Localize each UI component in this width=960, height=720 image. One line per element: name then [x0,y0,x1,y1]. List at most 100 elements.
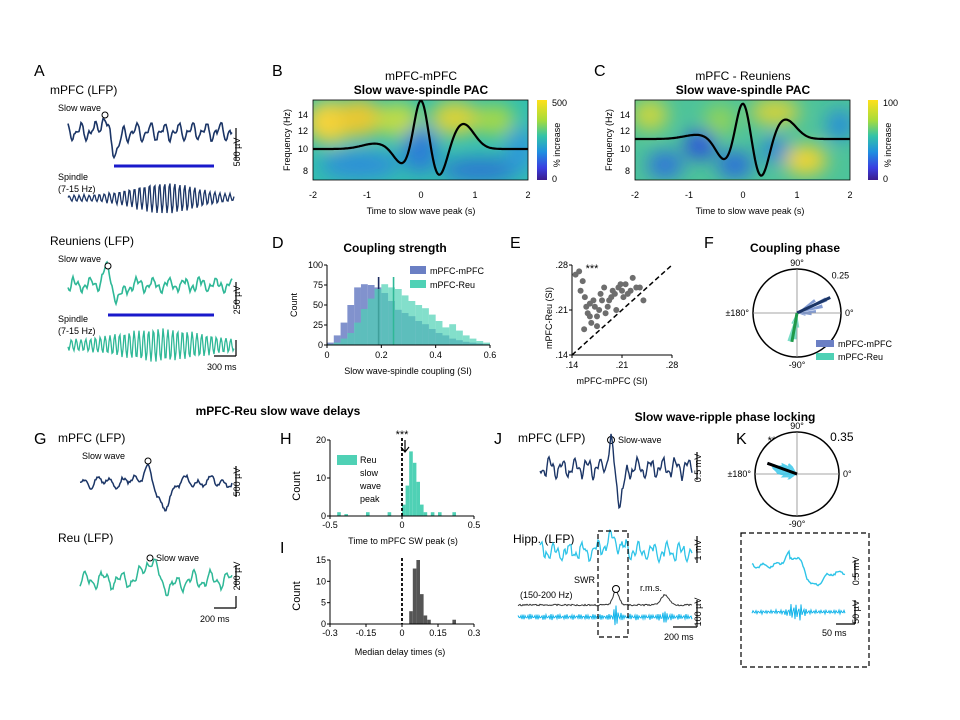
h-ytick-label: 10 [316,473,326,483]
h-legend-swatch [337,455,357,465]
j-ripple-band-trace [517,605,693,626]
k-scale-time: 50 ms [822,628,847,638]
d-bar-reu [462,335,470,345]
panel-letter-h: H [280,431,292,448]
d-legend-swatch-reu [410,280,426,288]
panel-f: F Coupling phase 90° 0° -90° ±180° 0.25 mPFC… [704,235,892,370]
e-point [622,281,629,288]
d-title: Coupling strength [343,241,446,255]
h-legend-line-2: slow [360,468,379,478]
g-reu-title: Reu (LFP) [58,531,113,545]
d-bar-reu [476,341,484,345]
i-xtick-label: -0.3 [322,628,338,638]
d-bar-reu [367,298,375,345]
svg-text:8: 8 [303,166,308,176]
a-reu-slow-wave-trace [67,260,233,307]
d-bar-reu [442,327,450,345]
f-angle-0: 0° [845,308,854,318]
f-legend-swatch-mpfc [816,340,834,347]
a-scale-time: 300 ms [207,362,237,372]
i-xtick-label: 0 [399,628,404,638]
d-histogram-bars [327,277,490,345]
panel-k: K *** 90°0°-90°±180°0.35 0.5 mV 50 µV 50… [727,421,870,668]
i-ylabel: Count [291,581,303,610]
b-cbar-min: 0 [552,174,557,184]
h-xtick-label: 0 [399,520,404,530]
j-scale-time: 200 ms [664,632,694,642]
svg-text:14: 14 [298,110,308,120]
b-heatmap [313,100,528,180]
b-title-2: Slow wave-spindle PAC [354,83,489,97]
b-y-axis: 14 12 10 8 [298,110,308,176]
g-slow-wave-label-2: Slow wave [156,553,199,563]
e-ytick-label: .21 [555,305,568,315]
g-mpfc-title: mPFC (LFP) [58,431,125,445]
j-mpfc-title: mPFC (LFP) [518,431,585,445]
j-zoom-box [597,530,629,638]
a-slow-wave-peak-marker-2 [104,262,112,270]
e-point [602,310,609,317]
svg-text:2: 2 [847,190,852,200]
e-identity-line [571,264,673,356]
h-xlabel: Time to mPFC SW peak (s) [348,536,458,546]
j-rms-label: r.m.s. [640,583,662,593]
f-mean-vector [790,312,799,343]
e-point [581,294,588,301]
i-bar [412,568,417,624]
h-bar [438,512,442,516]
d-xtick-label: 0.2 [375,350,388,360]
d-bar-mpfc [347,305,355,345]
a-spindle-band-2: (7-15 Hz) [58,326,96,336]
k-zoom-ripple-trace [751,604,846,621]
a-spindle-band-1: (7-15 Hz) [58,184,96,194]
e-point [577,287,584,294]
e-point [619,287,625,294]
f-r-label: 0.25 [832,270,850,280]
e-point [620,294,627,301]
d-ylabel: Count [289,293,299,318]
k-angle-180: ±180° [727,469,751,479]
e-xtick-label: .14 [566,360,579,370]
e-point [604,303,611,310]
svg-text:12: 12 [298,126,308,136]
j-scale-mpfc: 0.5 mV [693,454,703,483]
panel-letter-g: G [34,431,46,448]
h-bar [416,481,420,516]
f-legend-mpfc: mPFC-mPFC [838,339,892,349]
k-polar-plot: 90° 0° -90° ±180° 0.35 [727,421,853,529]
d-bar-reu [340,338,348,345]
svg-text:0: 0 [740,190,745,200]
d-ytick-label: 25 [313,320,323,330]
f-mean-vector [796,296,831,315]
panel-b: B mPFC-mPFC Slow wave-spindle PAC 141210… [272,63,567,216]
panel-letter-a: A [34,63,45,80]
c-title-1: mPFC - Reuniens [695,69,790,83]
g-scale-time: 200 ms [200,614,230,624]
a-scale-reu: 250 µV [232,286,242,315]
h-ylabel: Count [291,471,303,500]
c-x-axis: -2 -1 0 1 2 [631,190,853,200]
b-cbar-max: 500 [552,98,567,108]
e-point [576,268,583,275]
d-ytick-label: 0 [318,340,323,350]
d-bar-reu [428,314,436,345]
c-heatmap-frame [634,99,851,181]
j-hipp-trace [539,528,693,565]
e-point [617,281,624,288]
e-point [597,290,604,297]
svg-text:10: 10 [298,144,308,154]
h-bar [402,504,406,516]
c-cbar-label: % increase [883,123,893,168]
f-polar-plot: 90° 0° -90° ±180° 0.25 [725,258,854,370]
d-bar-mpfc [327,342,334,345]
i-ytick-label: 15 [316,555,326,565]
d-ytick-label: 75 [313,280,323,290]
e-point [629,274,636,281]
panel-a: A mPFC (LFP) Slow wave 500 µV Spindle (7… [34,63,242,372]
i-bar [416,560,420,624]
j-band-label: (150-200 Hz) [520,590,573,600]
e-point [613,307,620,313]
i-xtick-label: 0.15 [429,628,447,638]
